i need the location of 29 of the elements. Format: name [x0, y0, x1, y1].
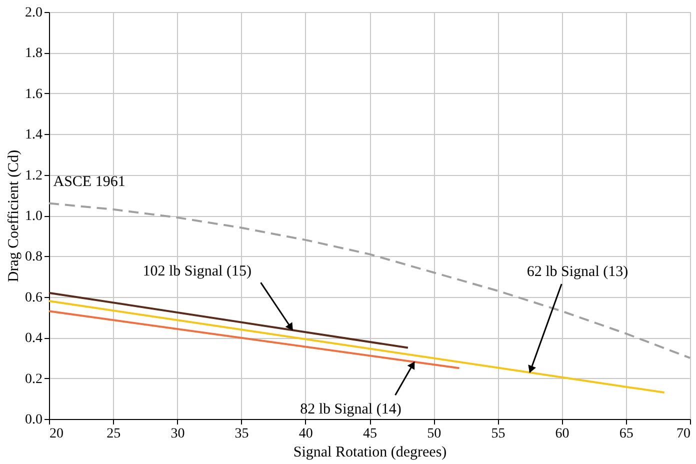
- y-tick-label: 0.0: [25, 412, 42, 428]
- line-series: [48, 202, 691, 359]
- y-tick-label: 1.0: [25, 209, 42, 224]
- text: 62 lb Signal (13): [526, 264, 628, 280]
- y-tick-label: 0.6: [25, 290, 42, 306]
- y-tick-label: 1.6: [25, 86, 42, 102]
- x-axis-title: Signal Rotation (degrees): [293, 444, 447, 460]
- x-tick-label: 45: [363, 426, 377, 442]
- x-tick-label: 70: [676, 426, 690, 442]
- x-tick-label: 50: [427, 426, 442, 442]
- y-tick-label: 2.0: [25, 6, 42, 20]
- x-tick-label: 25: [106, 426, 121, 442]
- y-tick-label: 0.8: [25, 250, 42, 265]
- y-axis-title: Drag Coefficient (Cd): [6, 150, 22, 282]
- series-label: ASCE 1961: [53, 174, 126, 190]
- y-tick-label: 0.2: [25, 372, 42, 387]
- x-tick-label: 60: [555, 426, 570, 442]
- x-tick-label: 20: [50, 426, 64, 442]
- y-tick-label: 1.8: [25, 46, 42, 62]
- y-tick-label: 0.4: [25, 331, 42, 346]
- x-tick-label: 65: [619, 426, 634, 442]
- x-tick-label: 55: [491, 426, 506, 442]
- text: 82 lb Signal (14): [300, 401, 402, 418]
- x-tick-label: 40: [298, 426, 313, 442]
- series-label: 102 lb Signal (15): [142, 263, 252, 280]
- x-tick-label: 35: [234, 426, 249, 442]
- y-tick-label: 1.2: [25, 168, 42, 184]
- y-tick-label: 1.4: [25, 128, 42, 143]
- x-tick-label: 30: [170, 426, 185, 442]
